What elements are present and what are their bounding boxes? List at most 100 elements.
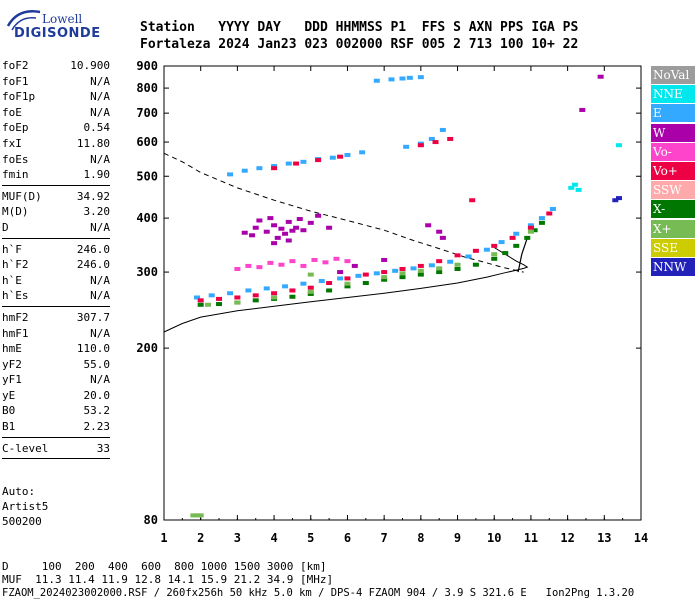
echo-point — [465, 254, 472, 259]
x-tick-label: 8 — [417, 531, 424, 545]
echo-point — [274, 235, 281, 240]
echo-point — [399, 271, 406, 276]
y-tick-label: 400 — [136, 211, 158, 225]
param-row: h`F2 246.0 — [2, 257, 110, 273]
param-value: 307.7 — [76, 310, 110, 324]
echo-point — [513, 243, 520, 248]
echo-point — [271, 241, 278, 246]
echo-point — [527, 225, 534, 230]
echo-point — [568, 185, 575, 190]
echo-point — [491, 243, 498, 248]
param-row: fxI 11.80 — [2, 136, 110, 152]
echo-point — [278, 262, 285, 267]
echo-point — [337, 154, 344, 159]
echo-point — [293, 225, 300, 230]
param-row: h`F 246.0 — [2, 242, 110, 258]
param-name: hmF2 — [2, 310, 29, 324]
x-tick-label: 11 — [524, 531, 538, 545]
echo-point — [436, 266, 443, 271]
echo-point — [549, 206, 556, 211]
echo-point — [472, 248, 479, 253]
param-name: foF1p — [2, 90, 36, 104]
param-value: 10.900 — [70, 59, 110, 72]
param-value: N/A — [90, 326, 110, 340]
param-row: hmF2 307.7 — [2, 310, 110, 326]
echo-point — [318, 279, 325, 284]
echo-point — [234, 300, 241, 305]
echo-point — [216, 296, 223, 301]
echo-point — [575, 187, 582, 192]
param-separator — [2, 458, 110, 460]
echo-point — [311, 257, 318, 262]
echo-point — [307, 291, 314, 296]
echo-point — [289, 294, 296, 299]
param-value: 110.0 — [76, 342, 110, 356]
echo-point — [285, 161, 292, 166]
param-separator — [2, 305, 110, 307]
echo-point — [447, 259, 454, 264]
echo-point — [344, 284, 351, 289]
param-name: yE — [2, 388, 16, 402]
echo-point — [256, 166, 263, 171]
param-name: yF1 — [2, 373, 22, 387]
echo-point — [359, 150, 366, 155]
echo-point — [483, 247, 490, 252]
y-tick-label: 800 — [136, 81, 158, 95]
echo-point — [267, 216, 274, 221]
echo-point — [194, 295, 201, 300]
echo-point — [344, 259, 351, 264]
echo-point — [326, 281, 333, 286]
param-value: 0.54 — [83, 121, 111, 135]
echo-point — [285, 219, 292, 224]
echo-point — [208, 293, 215, 298]
echo-point — [344, 281, 351, 286]
echo-point — [615, 196, 622, 201]
echo-point — [381, 270, 388, 275]
param-row: h`E N/A — [2, 273, 110, 289]
param-value: 34.92 — [76, 189, 110, 203]
x-tick-label: 7 — [381, 531, 388, 545]
param-separator — [2, 436, 110, 438]
distance-row: D 100 200 400 600 800 1000 1500 3000 [km… — [2, 560, 327, 573]
echo-point — [454, 253, 461, 258]
y-tick-label: 300 — [136, 265, 158, 279]
echo-point — [428, 263, 435, 268]
param-value: 33 — [96, 441, 110, 455]
param-value: 53.2 — [83, 404, 111, 418]
echo-point — [252, 225, 259, 230]
param-row: foEp 0.54 — [2, 120, 110, 136]
echo-point — [513, 231, 520, 236]
echo-point — [252, 298, 259, 303]
param-row: B0 53.2 — [2, 403, 110, 419]
param-row: hmE 110.0 — [2, 341, 110, 357]
echo-point — [436, 229, 443, 234]
echo-point — [315, 213, 322, 218]
x-tick-label: 6 — [344, 531, 351, 545]
param-name: C-level — [2, 441, 49, 455]
echo-point — [256, 265, 263, 270]
echo-point — [227, 291, 234, 296]
echo-point — [263, 229, 270, 234]
param-row: foF1p N/A — [2, 89, 110, 105]
echo-point — [399, 266, 406, 271]
param-name: hmE — [2, 342, 22, 356]
y-tick-label: 600 — [136, 135, 158, 149]
x-tick-label: 14 — [634, 531, 648, 545]
echo-point — [300, 228, 307, 233]
echo-point — [428, 136, 435, 141]
echo-point — [234, 266, 241, 271]
echo-point — [509, 235, 516, 240]
echo-point — [524, 235, 531, 240]
param-name: h`F — [2, 242, 22, 256]
polarization-legend: NoVal NNE E W Vo- Vo+ SSW X- X+ SSE NNW — [651, 66, 695, 277]
param-value: 246.0 — [76, 242, 110, 256]
echo-point — [197, 298, 204, 303]
param-name: h`Es — [2, 289, 29, 303]
echo-point — [271, 166, 278, 171]
echo-point — [447, 136, 454, 141]
legend-item: NNW — [651, 257, 695, 276]
echo-point — [293, 161, 300, 166]
param-name: fmin — [2, 168, 29, 182]
echo-point — [241, 230, 248, 235]
